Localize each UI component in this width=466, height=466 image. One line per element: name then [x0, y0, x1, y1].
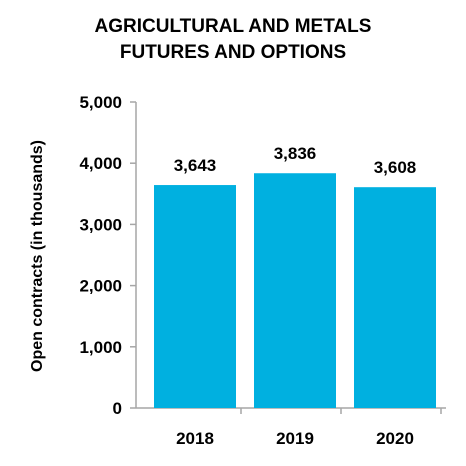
- labels: 3,643 2018 3,836 2019 3,608 2020: [174, 144, 417, 448]
- y-axis-label: Open contracts (in thousands): [29, 140, 46, 372]
- bar: [254, 173, 336, 408]
- chart-title-line-2: FUTURES AND OPTIONS: [119, 42, 347, 63]
- bar-value-label: 3,836: [274, 144, 317, 163]
- y-tick-label: 5,000: [79, 93, 122, 112]
- y-tick-label: 4,000: [79, 154, 122, 173]
- bar-value-label: 3,608: [374, 158, 417, 177]
- x-tick-label: 2019: [276, 429, 314, 448]
- bar: [154, 185, 236, 408]
- x-tick-label: 2020: [376, 429, 414, 448]
- bars: [154, 173, 436, 408]
- y-tick-label: 3,000: [79, 215, 122, 234]
- y-tick-label: 1,000: [79, 338, 122, 357]
- y-axis-label-group: Open contracts (in thousands): [29, 140, 46, 372]
- bar: [354, 187, 436, 408]
- bar-value-label: 3,643: [174, 156, 217, 175]
- chart-title: AGRICULTURAL AND METALS FUTURES AND OPTI…: [0, 14, 466, 66]
- x-tick-label: 2018: [176, 429, 214, 448]
- y-tick-label: 2,000: [79, 277, 122, 296]
- y-tick-label: 0: [113, 399, 122, 418]
- chart-title-line-1: AGRICULTURAL AND METALS: [94, 16, 372, 37]
